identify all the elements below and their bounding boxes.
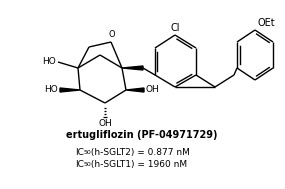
Text: 50: 50	[84, 150, 92, 155]
Text: OH: OH	[98, 119, 112, 128]
Text: OH: OH	[146, 85, 160, 94]
Text: 50: 50	[84, 162, 92, 167]
Polygon shape	[60, 88, 80, 92]
Text: ertugliflozin (PF-04971729): ertugliflozin (PF-04971729)	[66, 130, 218, 140]
Text: Cl: Cl	[170, 23, 180, 33]
Text: HO: HO	[42, 57, 56, 66]
Text: (h-SGLT1) = 1960 nM: (h-SGLT1) = 1960 nM	[88, 160, 187, 169]
Polygon shape	[126, 88, 144, 92]
Text: O: O	[109, 30, 115, 39]
Polygon shape	[122, 66, 143, 70]
Text: HO: HO	[44, 85, 58, 94]
Text: (h-SGLT2) = 0.877 nM: (h-SGLT2) = 0.877 nM	[88, 148, 190, 157]
Text: IC: IC	[75, 148, 84, 157]
Text: IC: IC	[75, 160, 84, 169]
Text: OEt: OEt	[257, 18, 275, 28]
